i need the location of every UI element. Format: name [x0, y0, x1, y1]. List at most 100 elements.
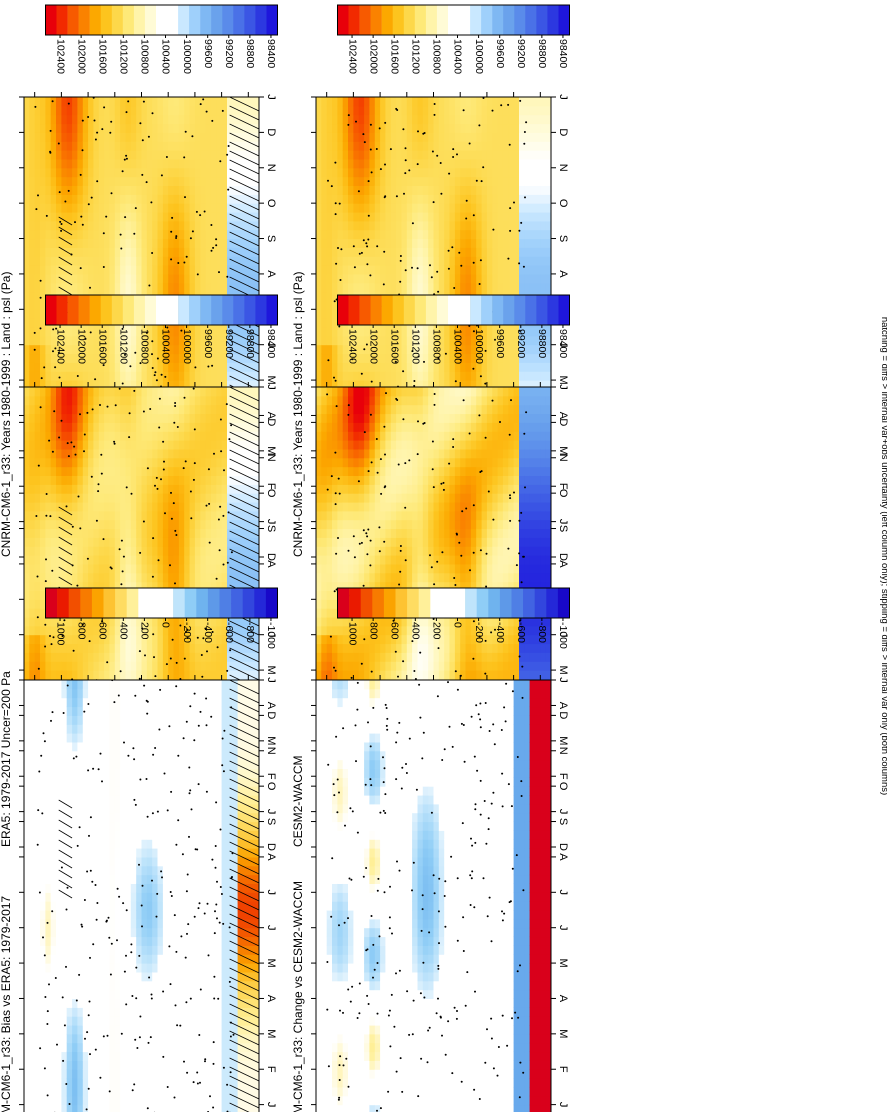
heat-cell	[449, 335, 456, 346]
heat-cell	[24, 132, 30, 142]
heat-cell	[524, 167, 531, 178]
heat-cell	[321, 114, 328, 125]
heat-cell	[104, 203, 110, 213]
heat-cell	[168, 141, 175, 151]
heat-cell	[332, 141, 338, 151]
heat-cell	[412, 327, 418, 337]
heat-cell	[390, 335, 397, 346]
heat-cell	[200, 362, 207, 372]
heat-cell	[200, 194, 207, 204]
heat-cell	[93, 380, 100, 390]
heat-cell	[61, 176, 68, 186]
heat-cell	[337, 256, 344, 266]
heat-cell	[237, 282, 244, 293]
heat-cell	[184, 150, 191, 160]
heat-cell	[348, 114, 354, 125]
heat-cell	[513, 203, 520, 213]
heat-cell	[476, 380, 483, 390]
heat-cell	[210, 371, 217, 381]
heat-cell	[369, 176, 376, 186]
heat-cell	[316, 309, 322, 319]
heat-cell	[29, 203, 36, 213]
heat-cell	[545, 220, 551, 231]
heat-cell	[40, 510, 46, 521]
heat-cell	[248, 371, 255, 381]
heat-cell	[321, 158, 328, 169]
heat-cell	[508, 176, 515, 186]
heat-cell	[120, 371, 126, 381]
heat-cell	[348, 220, 354, 231]
heat-cell	[50, 344, 57, 355]
heat-cell	[369, 105, 376, 116]
heat-cell	[34, 114, 41, 125]
heat-cell	[125, 123, 132, 133]
heat-cell	[396, 371, 402, 381]
heat-cell	[50, 448, 57, 459]
heat-cell	[460, 238, 467, 248]
heat-cell	[24, 652, 30, 662]
heat-cell	[162, 371, 169, 381]
heat-cell	[61, 194, 68, 204]
heat-cell	[497, 158, 504, 169]
heat-cell	[497, 247, 504, 257]
heat-cell	[433, 229, 440, 240]
heat-cell	[66, 353, 73, 363]
heat-cell	[390, 141, 397, 151]
heat-cell	[385, 97, 392, 107]
heat-cell	[24, 617, 30, 627]
heat-cell	[40, 158, 46, 169]
heat-cell	[45, 563, 52, 574]
heat-cell	[248, 229, 255, 240]
heat-cell	[524, 327, 531, 337]
heat-cell	[40, 353, 46, 363]
heat-cell	[385, 273, 392, 284]
heat-cell	[24, 422, 30, 432]
heat-cell	[178, 362, 185, 372]
heat-cell	[529, 194, 536, 204]
heat-cell	[227, 203, 233, 213]
heat-cell	[465, 282, 472, 293]
heat-cell	[476, 265, 483, 275]
heat-cell	[29, 484, 36, 494]
heat-cell	[98, 362, 105, 372]
heat-cell	[72, 327, 78, 337]
heat-cell	[29, 617, 36, 627]
heat-cell	[40, 380, 46, 390]
heat-cell	[390, 105, 397, 116]
heat-cell	[56, 661, 62, 671]
heat-cell	[200, 282, 207, 293]
heat-cell	[216, 97, 223, 107]
heat-cell	[56, 519, 62, 530]
heat-cell	[29, 422, 36, 432]
heat-cell	[34, 273, 41, 284]
heat-cell	[508, 344, 515, 355]
heat-cell	[502, 141, 509, 151]
heat-cell	[390, 114, 397, 125]
heat-cell	[390, 158, 397, 169]
heat-cell	[34, 484, 41, 494]
heat-cell	[29, 457, 36, 468]
heat-cell	[200, 176, 207, 186]
heat-cell	[45, 484, 52, 494]
heat-cell	[519, 256, 525, 266]
heat-cell	[173, 105, 180, 116]
heat-cell	[385, 176, 392, 186]
heat-cell	[529, 167, 536, 178]
heat-cell	[502, 273, 509, 284]
heat-cell	[348, 132, 354, 142]
heat-cell	[497, 132, 504, 142]
heat-cell	[364, 176, 370, 186]
heat-cell	[216, 247, 223, 257]
heat-cell	[210, 335, 217, 346]
heat-cell	[433, 220, 440, 231]
heat-cell	[216, 132, 223, 142]
heat-cell	[417, 132, 424, 142]
heat-cell	[358, 282, 365, 293]
heat-cell	[502, 114, 509, 125]
heat-cell	[157, 380, 164, 390]
heat-cell	[486, 344, 493, 355]
heat-cell	[342, 105, 349, 116]
heat-cell	[535, 335, 541, 346]
heat-cell	[390, 273, 397, 284]
heat-cell	[72, 220, 78, 231]
